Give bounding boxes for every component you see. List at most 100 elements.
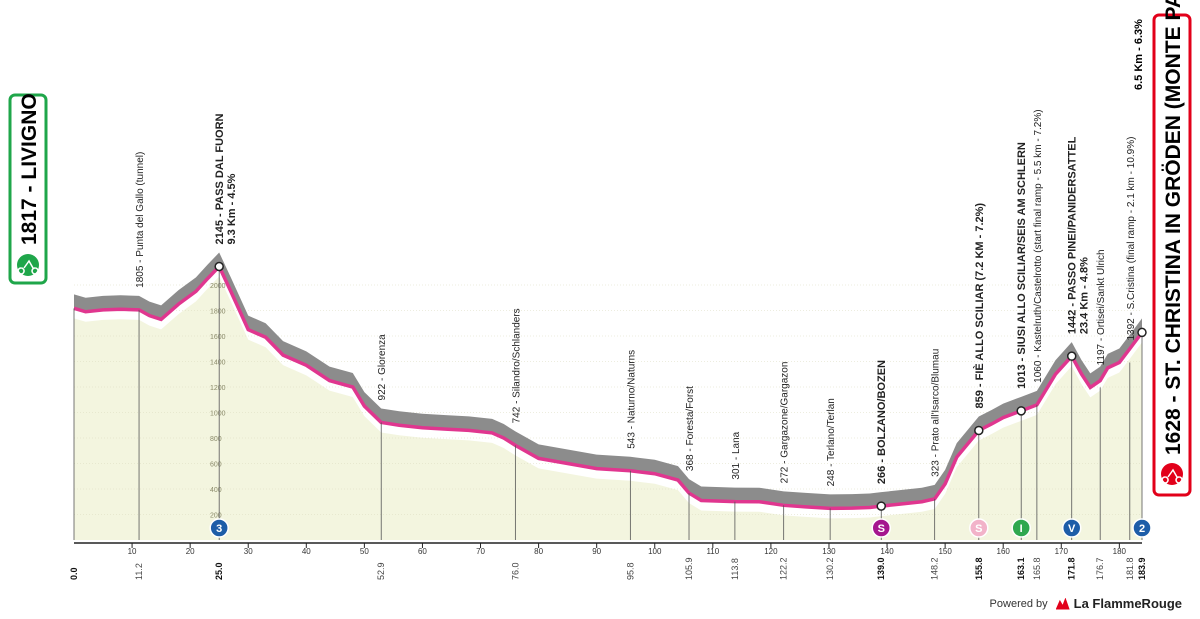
- intermediate-marker-label: I: [1020, 523, 1023, 535]
- flame-rouge-icon: [1055, 597, 1070, 610]
- km-label: 113.8: [730, 558, 740, 580]
- x-axis-tick-label: 20: [186, 547, 195, 556]
- km-label: 181.8: [1125, 557, 1135, 580]
- footer: Powered by La FlammeRouge: [990, 596, 1182, 611]
- x-axis-tick-label: 160: [997, 547, 1011, 556]
- x-axis-tick-label: 30: [244, 547, 253, 556]
- key-point-dot: [1137, 327, 1147, 338]
- location-label: 272 - Gargazone/Gargazon: [780, 362, 791, 484]
- road-line: [73, 263, 1144, 511]
- x-axis-tick-label: 110: [706, 547, 719, 556]
- sprint-marker: [871, 518, 891, 538]
- key-point-dots: [214, 261, 1147, 511]
- brand-name: La FlammeRouge: [1073, 596, 1182, 611]
- x-axis-tick-label: 120: [764, 547, 778, 556]
- key-point-dot: [1066, 351, 1077, 361]
- ground-area: [74, 276, 1142, 540]
- x-axis: 10 20 30 40 50 60 70 80 90 100 110 120 130 140 150 160 1…: [69, 542, 1147, 580]
- x-axis-tick-label: 70: [476, 547, 485, 556]
- location-label: 2145 - PASS DAL FUORN: [214, 113, 226, 244]
- altitude-tick-label: 1800: [210, 309, 226, 316]
- climb-marker-label: V: [1068, 523, 1076, 535]
- x-axis-tick-label: 140: [880, 547, 894, 556]
- km-label: 76.0: [510, 562, 520, 580]
- km-label: 105.9: [684, 557, 694, 580]
- location-label: 742 - Silandro/Schlanders: [511, 308, 522, 423]
- x-axis-tick-label: 50: [360, 547, 369, 556]
- climb-marker-label: 2: [1139, 523, 1145, 535]
- altitude-tick-label: 400: [210, 487, 222, 494]
- km-label: 122.2: [779, 557, 789, 580]
- x-axis-tick-label: 170: [1055, 547, 1069, 556]
- category-markers: 3 S S I V 2: [209, 518, 1152, 538]
- start-banner: 1817 - LIVIGNO: [8, 93, 48, 285]
- altitude-tick-label: 1400: [210, 360, 226, 367]
- sprint-marker-label: S: [878, 523, 885, 535]
- key-point-dot: [214, 261, 224, 272]
- location-label: 301 - Lana: [731, 431, 742, 479]
- x-axis-tick-label: 130: [822, 547, 836, 556]
- km-label: 52.9: [376, 562, 386, 580]
- km-label: 139.0: [876, 557, 886, 580]
- altitude-tick-label: 2000: [210, 283, 226, 290]
- km-label: 0.0: [69, 567, 79, 580]
- finish-banner: 1628 - ST. CHRISTINA IN GRÖDEN (MONTE PA…: [1152, 0, 1192, 497]
- location-label: 266 - BOLZANO/BOZEN: [876, 360, 888, 484]
- km-label: 183.9: [1137, 557, 1147, 580]
- km-label: 176.7: [1095, 557, 1105, 580]
- altitude-tick-label: 1000: [210, 411, 226, 418]
- x-axis-tick-label: 180: [1113, 547, 1127, 556]
- location-label: 323 - Prato all'Isarco/Blumau: [931, 349, 942, 477]
- km-label: 155.8: [974, 557, 984, 580]
- climb-marker: [1132, 518, 1152, 538]
- location-label: 1805 - Punta del Gallo (tunnel): [135, 152, 146, 288]
- key-point-dot: [1016, 406, 1026, 416]
- climb-marker-label: 3: [216, 523, 222, 535]
- finish-cyclist-icon: [1161, 463, 1183, 485]
- climb-label: 9.3 Km - 4.5%: [226, 173, 238, 244]
- climb-marker: [209, 518, 229, 538]
- start-cyclist-icon: [17, 254, 39, 276]
- location-label: 922 - Glorenza: [377, 334, 388, 401]
- location-label: 1060 - Kastelruth/Castelrotto (start fin…: [1033, 109, 1044, 382]
- location-label: 859 - FIÈ ALLO SCILIAR (7.2 KM - 7.2%): [973, 203, 986, 409]
- altitude-tick-label: 600: [210, 462, 222, 469]
- powered-by-text: Powered by: [989, 597, 1048, 610]
- location-label: 1013 - SIUSI ALLO SCILIAR/SEIS AM SCHLER…: [1016, 142, 1028, 389]
- key-point-dot: [876, 501, 886, 511]
- x-axis-tick-label: 10: [128, 547, 137, 556]
- location-label: 1442 - PASSO PINEI/PANIDERSATTEL: [1067, 136, 1079, 334]
- location-label: 543 - Naturno/Naturns: [626, 350, 637, 449]
- climb-marker: [1061, 518, 1082, 538]
- altitude-tick-label: 200: [210, 513, 222, 520]
- km-label: 130.2: [825, 557, 835, 580]
- location-label: 248 - Terlano/Terlan: [826, 398, 837, 486]
- finish-climb-label: 6.5 Km - 6.3%: [1133, 19, 1145, 90]
- km-label: 95.8: [625, 562, 635, 580]
- altitude-tick-label: 800: [210, 436, 222, 443]
- x-axis-tick-label: 90: [592, 547, 601, 556]
- altitude-tick-label: 1200: [210, 385, 226, 392]
- km-label: 165.8: [1032, 557, 1042, 580]
- km-label: 11.2: [134, 563, 144, 580]
- km-label: 171.8: [1067, 557, 1077, 580]
- intermediate-marker: [1011, 518, 1031, 538]
- x-axis-tick-label: 150: [938, 547, 952, 556]
- x-axis-tick-label: 60: [418, 547, 427, 556]
- sprint-marker: [969, 518, 989, 538]
- altitude-gridlines: 200 400 600 800 1000 1200 1400 1600 1800 2000: [74, 283, 1142, 520]
- x-axis-tick-label: 40: [302, 547, 311, 556]
- km-label: 148.2: [930, 557, 940, 580]
- key-point-dot: [974, 425, 984, 436]
- location-label: 1392 - S.Cristina (final ramp - 2.1 km -…: [1126, 137, 1137, 341]
- start-title: 1817 - LIVIGNO: [18, 93, 41, 245]
- x-axis-tick-label: 80: [534, 547, 543, 556]
- location-label: 1197 - Ortisei/Sankt Ulrich: [1096, 249, 1107, 365]
- finish-title: 1628 - ST. CHRISTINA IN GRÖDEN (MONTE PA…: [1162, 0, 1185, 455]
- km-label: 163.1: [1016, 557, 1026, 580]
- km-label: 25.0: [214, 562, 224, 580]
- relief-shadow: [74, 252, 1142, 509]
- climb-label: 23.4 Km - 4.8%: [1079, 257, 1091, 334]
- location-label: 368 - Foresta/Forst: [685, 386, 696, 471]
